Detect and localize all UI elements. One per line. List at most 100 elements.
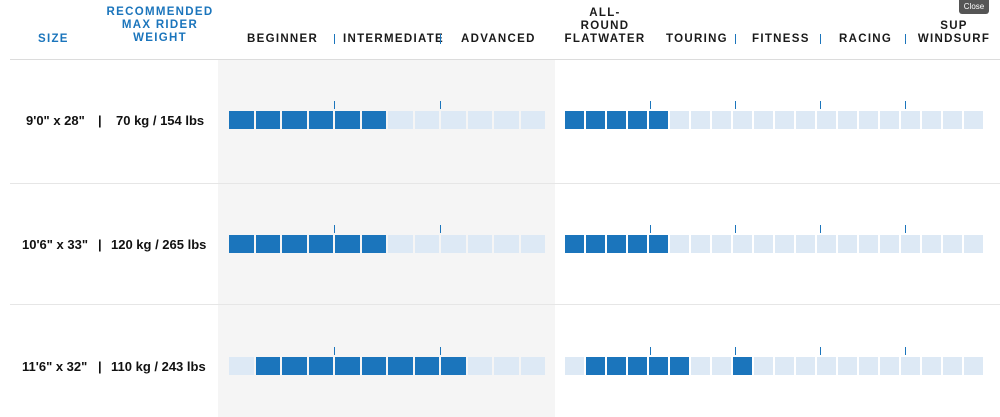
segment-filled [628, 111, 647, 129]
segment-filled [565, 235, 584, 253]
size-header: SIZE [38, 33, 69, 45]
segment-filled [649, 111, 668, 129]
segment-filled [282, 357, 307, 375]
row-separator: | [98, 113, 102, 128]
segment-empty [388, 235, 413, 253]
segment-empty [670, 111, 689, 129]
row-divider [10, 183, 1000, 184]
category-tick [905, 225, 906, 233]
segment-filled [361, 111, 386, 129]
segment-empty [754, 111, 773, 129]
segment-filled [586, 357, 605, 375]
segment-empty [775, 235, 794, 253]
segment-filled [361, 357, 386, 375]
segment-empty [691, 357, 710, 375]
segment-filled [229, 111, 254, 129]
segment-empty [467, 357, 492, 375]
segment-empty [441, 235, 466, 253]
segment-filled [255, 235, 280, 253]
segment-filled [335, 111, 360, 129]
segment-empty [859, 235, 878, 253]
segment-filled [308, 357, 333, 375]
segment-filled [255, 111, 280, 129]
board-size: 11'6" x 32" [22, 359, 88, 374]
segment-empty [691, 111, 710, 129]
category-tick [440, 101, 441, 109]
racing-header: RACING [839, 33, 893, 45]
segment-empty [838, 235, 857, 253]
segment-filled [565, 111, 584, 129]
category-tick [440, 347, 441, 355]
header-separator [440, 34, 441, 44]
segment-empty [796, 357, 815, 375]
header-separator [735, 34, 736, 44]
category-tick [650, 225, 651, 233]
category-tick [735, 101, 736, 109]
segment-empty [754, 235, 773, 253]
category-tick [820, 225, 821, 233]
segment-empty [901, 111, 920, 129]
segment-empty [775, 111, 794, 129]
usage-bar [565, 235, 983, 253]
segment-filled [586, 111, 605, 129]
segment-empty [520, 357, 545, 375]
segment-empty [943, 357, 962, 375]
segment-empty [494, 111, 519, 129]
sup-windsurf-header: SUP WINDSURF [914, 20, 994, 46]
segment-filled [628, 235, 647, 253]
max-weight-header-line-1: RECOMMENDED [106, 6, 214, 18]
segment-empty [796, 235, 815, 253]
segment-empty [964, 111, 983, 129]
segment-empty [817, 111, 836, 129]
segment-empty [943, 235, 962, 253]
segment-empty [817, 235, 836, 253]
board-size: 9'0" x 28" [26, 113, 85, 128]
segment-filled [628, 357, 647, 375]
segment-filled [414, 357, 439, 375]
segment-filled [255, 357, 280, 375]
segment-empty [520, 235, 545, 253]
segment-filled [649, 235, 668, 253]
category-tick [650, 101, 651, 109]
segment-filled [361, 235, 386, 253]
segment-empty [880, 357, 899, 375]
max-weight-header: RECOMMENDED MAX RIDER WEIGHT [100, 6, 220, 45]
segment-empty [494, 235, 519, 253]
category-tick [735, 225, 736, 233]
row-separator: | [98, 359, 102, 374]
category-tick [820, 101, 821, 109]
segment-empty [733, 111, 752, 129]
row-divider [10, 304, 1000, 305]
usage-bar [565, 111, 983, 129]
sup-windsurf-header-line-2: WINDSURF [917, 33, 991, 45]
segment-filled [335, 235, 360, 253]
usage-bar [565, 357, 983, 375]
segment-empty [712, 111, 731, 129]
segment-empty [441, 111, 466, 129]
segment-filled [308, 235, 333, 253]
segment-empty [880, 235, 899, 253]
segment-empty [859, 111, 878, 129]
header-separator [905, 34, 906, 44]
fitness-header: FITNESS [752, 33, 810, 45]
row-separator: | [98, 237, 102, 252]
category-tick [334, 225, 335, 233]
close-button[interactable]: Close [959, 0, 989, 14]
segment-filled [441, 357, 466, 375]
segment-empty [388, 111, 413, 129]
max-rider-weight: 70 kg / 154 lbs [116, 113, 205, 128]
segment-empty [859, 357, 878, 375]
beginner-header: BEGINNER [247, 33, 319, 45]
segment-empty [964, 235, 983, 253]
segment-filled [308, 111, 333, 129]
category-tick [334, 347, 335, 355]
segment-filled [335, 357, 360, 375]
category-tick [440, 225, 441, 233]
segment-empty [943, 111, 962, 129]
max-rider-weight: 110 kg / 243 lbs [111, 359, 206, 374]
segment-filled [607, 235, 626, 253]
allround-header-line-3: FLATWATER [564, 33, 646, 45]
category-tick [650, 347, 651, 355]
segment-empty [414, 235, 439, 253]
segment-empty [712, 235, 731, 253]
